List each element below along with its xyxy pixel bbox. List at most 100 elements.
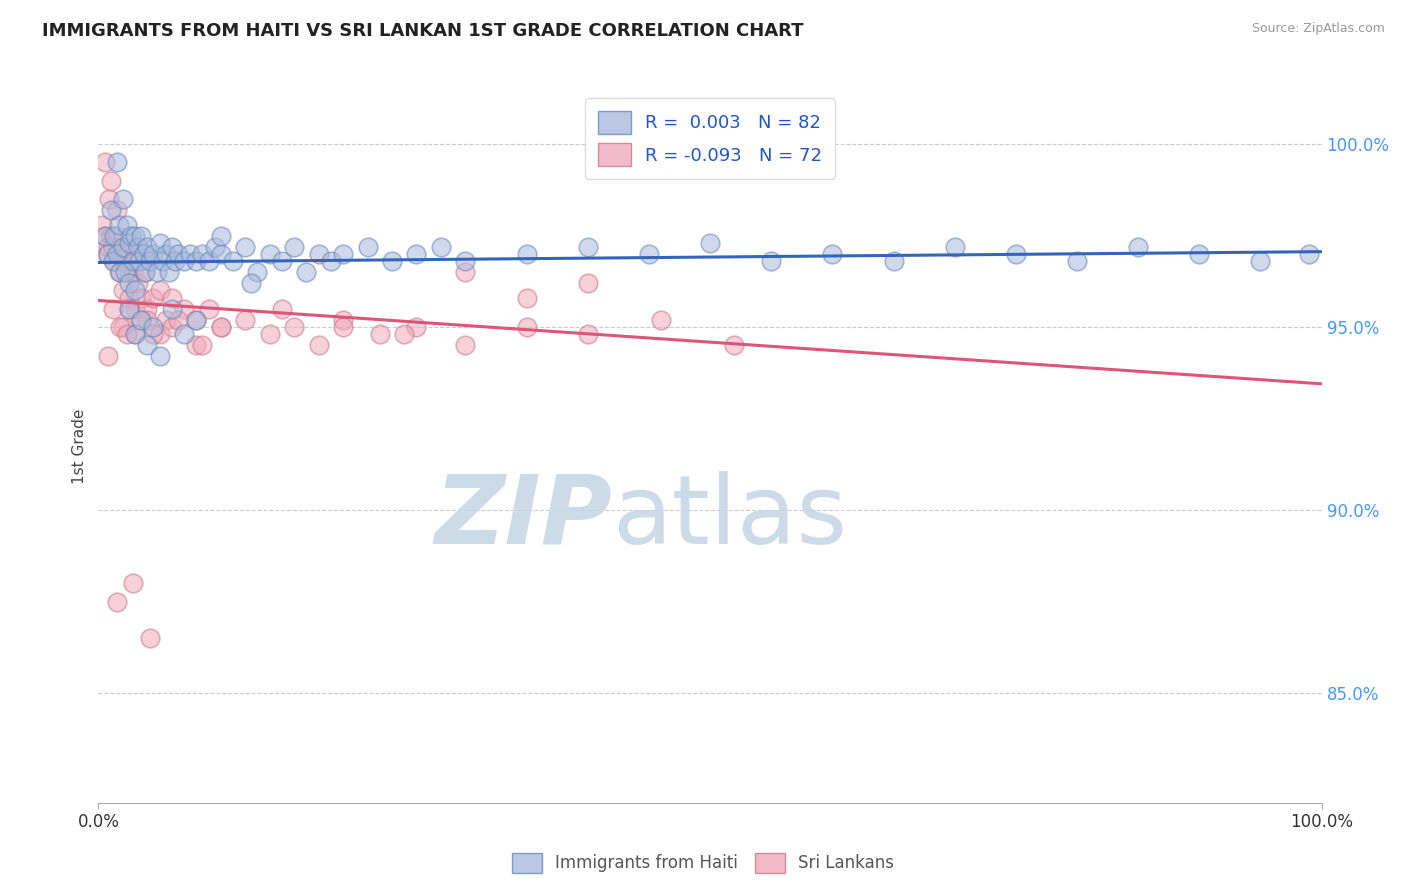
Point (283, 239, 305, 253)
Point (332, 320, 354, 334)
Point (167, 247, 190, 261)
Point (332, 312, 354, 326)
Point (1298, 247, 1320, 261)
Point (209, 320, 232, 334)
Point (430, 239, 453, 253)
Point (209, 247, 232, 261)
Point (96, 247, 118, 261)
Point (121, 576, 143, 591)
Point (100, 202, 122, 217)
Point (136, 239, 159, 253)
Point (576, 327, 599, 342)
Point (114, 265, 136, 279)
Point (97, 239, 120, 253)
Point (105, 228, 128, 243)
Point (103, 228, 125, 243)
Text: atlas: atlas (612, 471, 848, 564)
Point (392, 327, 416, 342)
Point (111, 239, 134, 253)
Point (105, 202, 128, 217)
Point (638, 247, 661, 261)
Point (308, 247, 330, 261)
Point (1250, 254, 1272, 268)
Point (101, 239, 124, 253)
Point (155, 247, 177, 261)
Point (118, 235, 141, 250)
Point (127, 276, 149, 290)
Point (233, 239, 256, 253)
Point (121, 265, 143, 279)
Point (1188, 247, 1211, 261)
Point (129, 291, 152, 305)
Point (149, 284, 172, 298)
Point (233, 312, 256, 326)
Point (118, 265, 141, 279)
Text: ZIP: ZIP (434, 471, 612, 564)
Point (197, 301, 219, 316)
Point (222, 254, 245, 268)
Point (246, 265, 269, 279)
Point (191, 338, 214, 352)
Point (97, 349, 120, 363)
Point (160, 239, 183, 253)
Point (165, 254, 187, 268)
Point (454, 338, 477, 352)
Point (115, 247, 138, 261)
Point (332, 247, 354, 261)
Point (111, 320, 134, 334)
Point (160, 291, 183, 305)
Point (105, 594, 128, 608)
Point (883, 254, 905, 268)
Point (186, 254, 208, 268)
Point (308, 338, 330, 352)
Point (160, 301, 183, 316)
Point (101, 301, 124, 316)
Point (516, 291, 538, 305)
Point (186, 312, 208, 326)
Point (173, 327, 195, 342)
Point (142, 327, 165, 342)
Point (186, 312, 208, 326)
Point (139, 631, 162, 645)
Point (103, 254, 125, 268)
Point (100, 228, 122, 243)
Text: IMMIGRANTS FROM HAITI VS SRI LANKAN 1ST GRADE CORRELATION CHART: IMMIGRANTS FROM HAITI VS SRI LANKAN 1ST … (42, 22, 804, 40)
Point (91, 218, 114, 232)
Point (101, 254, 124, 268)
Point (108, 265, 131, 279)
Point (100, 174, 122, 188)
Point (110, 320, 132, 334)
Point (723, 338, 745, 352)
Point (368, 327, 391, 342)
Point (259, 327, 281, 342)
Point (270, 254, 294, 268)
Point (381, 254, 404, 268)
Point (124, 284, 146, 298)
Point (115, 327, 138, 342)
Point (295, 265, 318, 279)
Point (1004, 247, 1026, 261)
Point (270, 301, 294, 316)
Point (179, 247, 201, 261)
Point (943, 239, 966, 253)
Point (204, 239, 226, 253)
Point (149, 327, 172, 342)
Point (127, 239, 149, 253)
Point (650, 312, 672, 326)
Text: Source: ZipAtlas.com: Source: ZipAtlas.com (1251, 22, 1385, 36)
Point (157, 265, 180, 279)
Point (136, 301, 159, 316)
Point (240, 276, 263, 290)
Point (146, 265, 169, 279)
Point (120, 228, 142, 243)
Point (142, 320, 165, 334)
Point (576, 239, 599, 253)
Point (319, 254, 342, 268)
Point (124, 247, 146, 261)
Point (259, 247, 281, 261)
Point (155, 312, 177, 326)
Point (93, 228, 115, 243)
Point (111, 192, 134, 206)
Point (114, 254, 136, 268)
Point (142, 291, 165, 305)
